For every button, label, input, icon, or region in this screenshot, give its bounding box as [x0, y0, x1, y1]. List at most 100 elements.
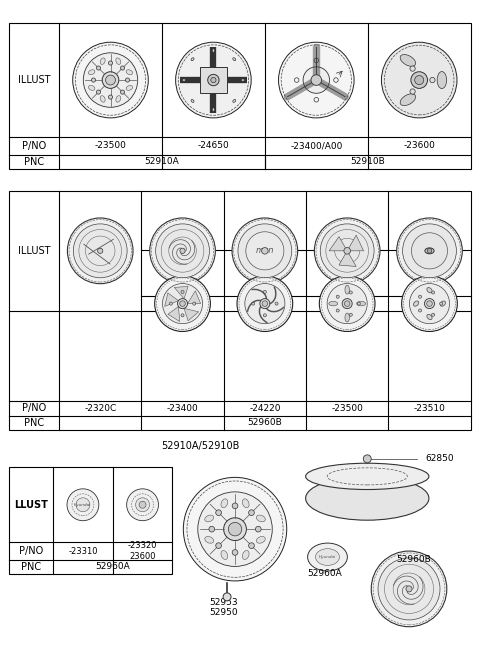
Circle shape	[311, 75, 322, 85]
Text: -23400: -23400	[167, 403, 198, 413]
Text: P/NO: P/NO	[19, 546, 43, 556]
Circle shape	[424, 298, 434, 309]
Polygon shape	[174, 286, 188, 299]
Circle shape	[238, 224, 292, 278]
Text: -24650: -24650	[198, 141, 229, 150]
Text: -2320C: -2320C	[84, 403, 116, 413]
Text: -23710: -23710	[167, 299, 198, 308]
Ellipse shape	[413, 301, 419, 306]
Circle shape	[216, 543, 221, 549]
Circle shape	[411, 72, 428, 89]
Polygon shape	[184, 308, 199, 321]
Ellipse shape	[256, 537, 265, 543]
Circle shape	[120, 90, 125, 94]
Circle shape	[342, 298, 352, 309]
Text: P/NO: P/NO	[22, 403, 47, 413]
Text: 52910B: 52910B	[350, 157, 385, 166]
Circle shape	[198, 492, 272, 566]
Text: ILLUST: ILLUST	[18, 246, 50, 256]
Ellipse shape	[425, 248, 434, 254]
Circle shape	[264, 290, 266, 294]
Circle shape	[262, 301, 268, 306]
Ellipse shape	[345, 285, 349, 294]
Text: -23310: -23310	[68, 547, 97, 556]
Circle shape	[432, 291, 435, 294]
Circle shape	[223, 593, 231, 601]
Circle shape	[349, 291, 352, 294]
Text: 62850: 62850	[425, 455, 454, 463]
Bar	[9, 467, 172, 574]
Circle shape	[406, 586, 412, 592]
Text: -24220: -24220	[249, 403, 281, 413]
Text: -23510: -23510	[414, 403, 445, 413]
Ellipse shape	[242, 499, 249, 508]
Ellipse shape	[345, 313, 349, 322]
Text: 52953: 52953	[209, 599, 238, 607]
Text: ILLUST: ILLUST	[18, 75, 50, 85]
Circle shape	[255, 526, 261, 532]
Circle shape	[156, 224, 209, 278]
Circle shape	[73, 224, 127, 278]
Circle shape	[320, 224, 374, 278]
Ellipse shape	[437, 72, 446, 89]
Polygon shape	[329, 237, 347, 251]
Ellipse shape	[182, 79, 186, 81]
Text: 52960B: 52960B	[396, 555, 432, 564]
Circle shape	[409, 284, 450, 324]
Circle shape	[67, 489, 99, 521]
Circle shape	[336, 295, 339, 298]
Circle shape	[181, 290, 184, 294]
Ellipse shape	[427, 314, 432, 319]
Circle shape	[76, 498, 90, 512]
Text: P/NO: P/NO	[22, 141, 47, 150]
Circle shape	[403, 224, 456, 278]
Ellipse shape	[126, 70, 132, 75]
Circle shape	[432, 313, 435, 316]
Circle shape	[419, 309, 421, 312]
Circle shape	[378, 558, 440, 620]
Ellipse shape	[256, 515, 265, 522]
Circle shape	[96, 90, 101, 94]
Circle shape	[430, 78, 435, 83]
Text: PNC: PNC	[21, 562, 41, 572]
Ellipse shape	[306, 476, 429, 520]
Circle shape	[209, 526, 215, 532]
Ellipse shape	[205, 515, 214, 522]
Text: 52960A: 52960A	[307, 570, 342, 578]
Ellipse shape	[400, 55, 416, 66]
Circle shape	[108, 61, 113, 65]
Ellipse shape	[221, 499, 228, 508]
Circle shape	[410, 66, 415, 71]
Polygon shape	[168, 307, 180, 321]
Circle shape	[260, 298, 270, 309]
Ellipse shape	[100, 58, 105, 64]
Text: -23610: -23610	[249, 299, 281, 308]
Ellipse shape	[440, 301, 445, 306]
Ellipse shape	[400, 94, 416, 106]
Ellipse shape	[315, 549, 339, 566]
Circle shape	[169, 302, 172, 305]
Text: LLUST: LLUST	[14, 500, 48, 510]
Circle shape	[245, 284, 285, 324]
Circle shape	[136, 498, 150, 512]
Circle shape	[252, 302, 255, 305]
Circle shape	[419, 295, 421, 298]
Ellipse shape	[233, 58, 236, 60]
Ellipse shape	[221, 551, 228, 560]
Circle shape	[73, 42, 148, 118]
Text: -23500: -23500	[95, 141, 126, 150]
Text: 52910A: 52910A	[144, 157, 180, 166]
Ellipse shape	[212, 108, 215, 111]
Ellipse shape	[126, 85, 132, 91]
Circle shape	[208, 74, 219, 85]
Circle shape	[415, 76, 424, 85]
Circle shape	[314, 218, 380, 284]
Text: 52960B: 52960B	[248, 418, 282, 427]
Polygon shape	[339, 251, 356, 267]
Ellipse shape	[116, 96, 121, 102]
Circle shape	[211, 78, 216, 83]
Text: 52910A/52910B: 52910A/52910B	[161, 442, 240, 451]
Text: PNC: PNC	[24, 157, 44, 167]
Circle shape	[319, 276, 375, 332]
Text: -23400/A00: -23400/A00	[290, 141, 343, 150]
